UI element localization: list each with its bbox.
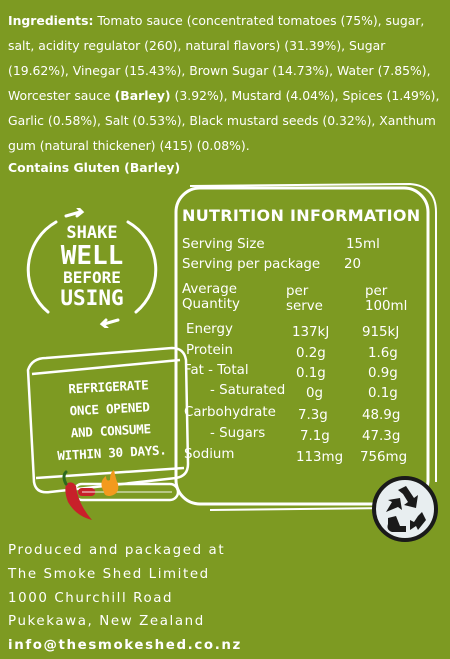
chili-icon (62, 470, 92, 520)
shake-line-3: BEFORE (63, 268, 121, 287)
row-label: Fat - Total (184, 363, 249, 378)
address-line-2: The Smoke Shed Limited (8, 567, 210, 582)
row-serve: 7.3g (298, 408, 328, 423)
col-per-100-1: per (365, 284, 388, 299)
serving-size-label: Serving Size (182, 237, 265, 252)
row-serve: 0.1g (296, 366, 326, 381)
servings-label: Serving per package (182, 257, 321, 272)
col-per-serve-2: serve (286, 299, 323, 314)
row-per100: 47.3g (362, 429, 401, 444)
shake-line-2: WELL (61, 241, 124, 271)
avg-qty-line-2: Quantity (182, 297, 240, 312)
row-label: Sodium (184, 447, 235, 462)
refrigerate-text: REFRIGERATE ONCE OPENED AND CONSUME WITH… (38, 373, 182, 468)
contains-gluten: Contains Gluten (Barley) (8, 160, 181, 175)
row-serve: 113mg (296, 450, 344, 465)
heat-meter (72, 482, 180, 502)
row-label: - Saturated (210, 383, 286, 398)
row-per100: 756mg (360, 450, 408, 465)
email-link[interactable]: info@thesmokeshed.co.nz (8, 638, 242, 653)
row-label: - Sugars (210, 426, 266, 441)
recycle-icon (372, 476, 438, 542)
address-line-1: Produced and packaged at (8, 543, 226, 558)
row-per100: 1.6g (368, 346, 398, 361)
row-per100: 48.9g (362, 408, 401, 423)
servings-value: 20 (344, 257, 362, 272)
flame-icon (101, 470, 119, 496)
allergen-barley: (Barley) (114, 88, 171, 103)
row-serve: 0.2g (296, 346, 326, 361)
address-line-4: Pukekawa, New Zealand (8, 614, 205, 629)
row-per100: 915kJ (362, 325, 400, 340)
row-serve: 0g (306, 386, 324, 401)
col-per-100-2: 100ml (365, 299, 408, 314)
refrigerate-sign (26, 346, 190, 520)
ingredients-label: Ingredients: (8, 13, 94, 28)
ingredients-text-2: (3.92%), Mustard (4.04%), Spices (1.49%)… (8, 88, 440, 153)
shake-line-1: SHAKE (66, 223, 117, 243)
serving-size-value: 15ml (346, 237, 380, 252)
row-serve: 137kJ (292, 325, 330, 340)
nutrition-title: NUTRITION INFORMATION (182, 206, 421, 225)
ingredients-paragraph: Ingredients: Tomato sauce (concentrated … (8, 8, 446, 158)
row-per100: 0.9g (368, 366, 398, 381)
avg-qty-line-1: Average (182, 282, 237, 297)
shake-line-4: USING (60, 286, 123, 310)
ingredients-text-1: Tomato sauce (concentrated tomatoes (75%… (8, 13, 431, 103)
col-per-serve-1: per (286, 284, 309, 299)
row-label: Protein (186, 343, 233, 358)
row-label: Energy (186, 322, 233, 337)
row-per100: 0.1g (368, 386, 398, 401)
row-label: Carbohydrate (184, 405, 276, 420)
row-serve: 7.1g (300, 429, 330, 444)
shake-well-badge: SHAKE WELL BEFORE USING (26, 208, 158, 328)
address-line-3: 1000 Churchill Road (8, 591, 174, 606)
